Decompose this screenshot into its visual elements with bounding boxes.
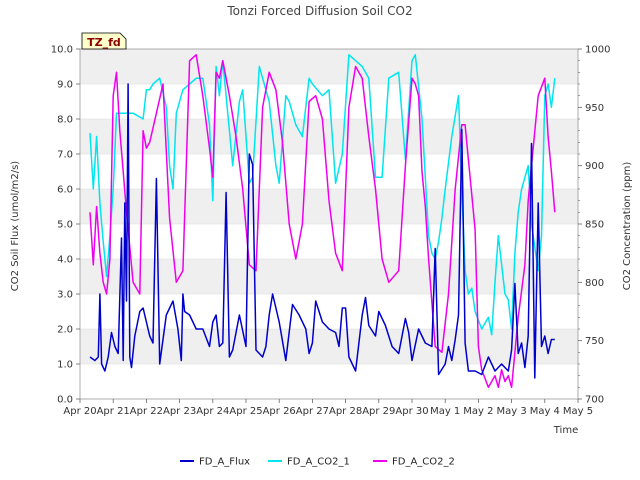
chart-title: Tonzi Forced Diffusion Soil CO2: [226, 4, 412, 18]
background-bands: [80, 49, 578, 399]
x-tick-label: Apr 20: [63, 406, 96, 417]
y-right-tick-label: 850: [585, 220, 604, 231]
x-tick-label: Apr 28: [329, 406, 362, 417]
background-band: [80, 154, 578, 189]
x-tick-label: Apr 27: [296, 406, 329, 417]
y-left-tick-label: 6.0: [57, 185, 73, 196]
legend-label: FD_A_CO2_1: [287, 457, 350, 468]
y-left-tick-label: 5.0: [57, 220, 73, 231]
x-tick-label: May 4: [530, 406, 560, 417]
y-axis-right: 700 750 800 850 900 950 1000: [578, 45, 610, 406]
y-right-tick-label: 900: [585, 161, 604, 172]
y-left-tick-label: 4.0: [57, 255, 73, 266]
x-tick-label: Apr 21: [97, 406, 130, 417]
background-band: [80, 119, 578, 154]
series-line-fd-a-flux: [89, 83, 555, 379]
y-left-tick-label: 2.0: [57, 325, 73, 336]
y-left-tick-label: 7.0: [57, 150, 73, 161]
y-left-tick-label: 3.0: [57, 290, 73, 301]
y-left-tick-label: 0.0: [57, 395, 73, 406]
series-layer: [89, 54, 556, 389]
series-line-fd-a-co2-2: [89, 54, 556, 389]
gridlines: [80, 83, 578, 365]
site-tag-label: TZ_fd: [87, 36, 121, 49]
background-band: [80, 364, 578, 399]
background-band: [80, 294, 578, 329]
x-axis-title: Time: [553, 425, 578, 436]
y-left-tick-label: 9.0: [57, 80, 73, 91]
legend: FD_A_Flux FD_A_CO2_1 FD_A_CO2_2: [180, 457, 455, 468]
y-axis-left: 0.0 1.0 2.0 3.0 4.0 5.0 6.0 7.0 8.0 9.0 10.0: [51, 45, 80, 406]
y-left-tick-label: 10.0: [51, 45, 73, 56]
x-tick-label: Apr 26: [263, 406, 296, 417]
site-tag: TZ_fd: [81, 32, 127, 50]
y-left-tick-label: 8.0: [57, 115, 73, 126]
background-band: [80, 329, 578, 364]
x-tick-label: Apr 22: [130, 406, 163, 417]
x-tick-label: May 5: [563, 406, 593, 417]
y-right-tick-label: 1000: [585, 45, 610, 56]
x-tick-label: Apr 25: [229, 406, 262, 417]
x-axis: Apr 20 Apr 21 Apr 22 Apr 23 Apr 24 Apr 25 Apr …: [63, 399, 593, 417]
background-band: [80, 49, 578, 84]
x-tick-label: Apr 29: [362, 406, 395, 417]
x-tick-label: May 2: [463, 406, 493, 417]
background-band: [80, 224, 578, 259]
series-line-fd-a-co2-1: [89, 54, 556, 336]
y-axis-left-title: CO2 Soil Flux (umol/m2/s): [10, 161, 21, 291]
y-right-tick-label: 750: [585, 336, 604, 347]
x-tick-label: Apr 24: [196, 406, 229, 417]
y-right-tick-label: 950: [585, 103, 604, 114]
y-left-tick-label: 1.0: [57, 360, 73, 371]
x-tick-label: May 3: [496, 406, 526, 417]
x-tick-label: Apr 23: [163, 406, 196, 417]
legend-label: FD_A_Flux: [199, 457, 250, 468]
legend-label: FD_A_CO2_2: [392, 457, 455, 468]
y-right-tick-label: 700: [585, 395, 604, 406]
y-right-tick-label: 800: [585, 278, 604, 289]
x-tick-label: Apr 30: [395, 406, 428, 417]
x-tick-label: May 1: [430, 406, 460, 417]
y-axis-right-title: CO2 Concentration (ppm): [622, 162, 633, 291]
site-tag-box: [81, 32, 127, 50]
